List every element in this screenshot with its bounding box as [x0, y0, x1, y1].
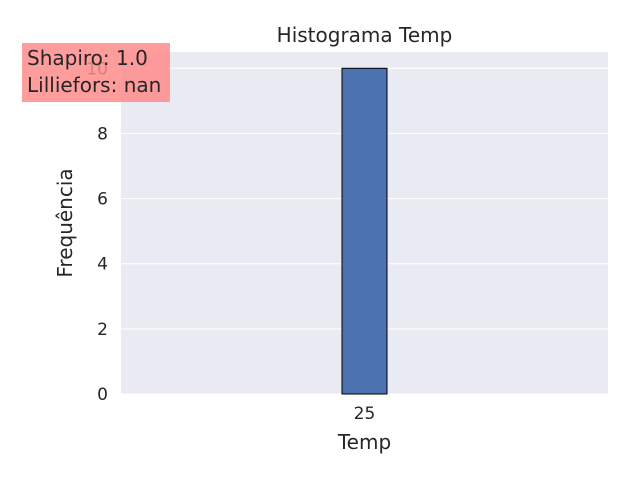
x-tick-labels: 25 [354, 404, 376, 424]
bars [341, 67, 388, 395]
y-tick-label: 6 [97, 190, 108, 210]
histogram-bar [341, 67, 388, 395]
y-tick-label: 0 [97, 385, 108, 405]
x-axis-label: Temp [337, 430, 391, 454]
stats-lilliefors: Lilliefors: nan [27, 73, 161, 97]
stats-box-background [22, 43, 170, 102]
y-axis-label: Frequência [53, 168, 77, 277]
stats-shapiro: Shapiro: 1.0 [27, 46, 148, 70]
y-tick-label: 2 [97, 320, 108, 340]
x-tick-label: 25 [354, 404, 376, 424]
y-tick-labels: 0246810 [86, 59, 108, 405]
y-tick-label: 4 [97, 255, 108, 275]
y-tick-label: 8 [97, 124, 108, 144]
stats-box: Shapiro: 1.0 Lilliefors: nan [22, 43, 170, 102]
chart-title: Histograma Temp [277, 23, 453, 47]
